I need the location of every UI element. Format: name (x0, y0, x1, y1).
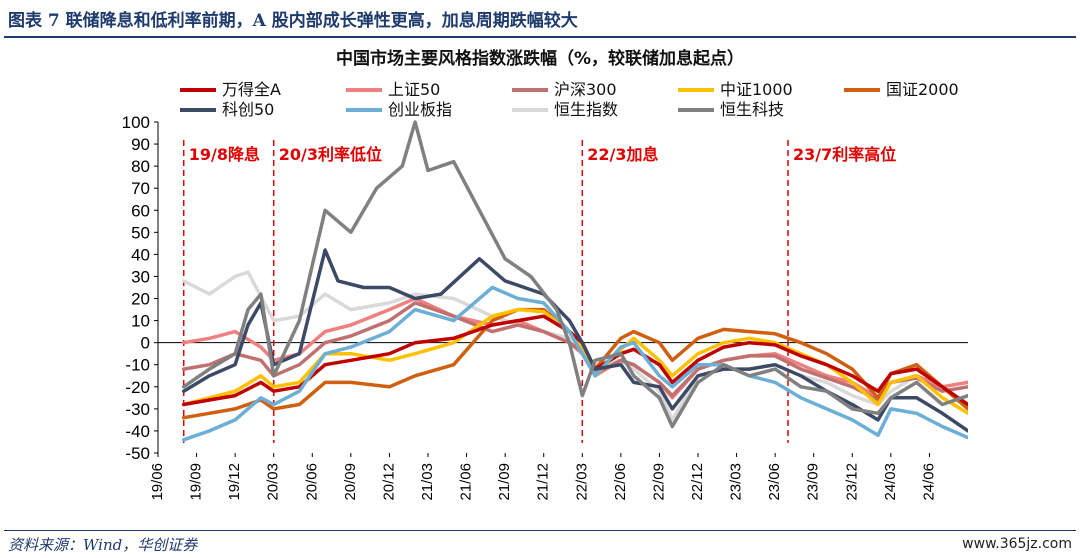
legend-label: 沪深300 (554, 80, 617, 99)
legend-swatch (512, 108, 548, 112)
figure-caption: 图表 7 联储降息和低利率前期，A 股内部成长弹性更高，加息周期跌幅较大 (8, 11, 578, 31)
x-tick-label: 22/12 (689, 463, 706, 501)
x-tick-label: 21/06 (458, 463, 475, 501)
y-tick-label: -40 (125, 422, 150, 441)
y-tick-label: 0 (141, 334, 150, 353)
legend-swatch (844, 88, 880, 92)
x-tick-label: 21/03 (419, 463, 436, 501)
source-note: 资料来源：Wind，华创证券 (8, 536, 198, 554)
event-label: 19/8降息 (189, 145, 260, 164)
legend-swatch (346, 88, 382, 92)
x-tick-label: 24/06 (920, 463, 937, 501)
y-tick-label: 30 (131, 267, 150, 286)
x-tick-label: 23/03 (728, 463, 745, 501)
x-tick-label: 19/12 (226, 463, 243, 501)
x-tick-label: 23/06 (766, 463, 783, 501)
legend-label: 国证2000 (886, 80, 959, 99)
y-tick-label: 100 (122, 113, 150, 132)
x-tick-label: 19/06 (149, 463, 166, 501)
x-tick-label: 22/06 (612, 463, 629, 501)
site-mark: www.365jz.com (962, 536, 1072, 552)
chart-title: 中国市场主要风格指数涨跌幅（%，较联储加息起点） (335, 49, 745, 69)
series-line-hstech (181, 120, 968, 429)
header-rule (4, 36, 1076, 38)
x-tick-label: 22/09 (650, 463, 667, 501)
x-tick-label: 22/03 (573, 463, 590, 501)
legend-swatch (678, 88, 714, 92)
x-tick-label: 20/09 (342, 463, 359, 501)
y-tick-label: 20 (131, 290, 150, 309)
legend-swatch (180, 88, 216, 92)
legend-swatch (678, 108, 714, 112)
y-tick-label: 90 (131, 135, 150, 154)
y-tick-label: 70 (131, 179, 150, 198)
y-tick-label: 40 (131, 245, 150, 264)
legend-label: 中证1000 (720, 80, 793, 99)
legend-label: 万得全A (222, 80, 281, 99)
x-tick-label: 19/09 (188, 463, 205, 501)
legend-swatch (346, 108, 382, 112)
legend-swatch (180, 108, 216, 112)
legend-label: 创业板指 (388, 100, 453, 119)
figure-header: 图表 7 联储降息和低利率前期，A 股内部成长弹性更高，加息周期跌幅较大 (0, 0, 1080, 40)
legend-label: 恒生指数 (554, 100, 619, 119)
y-tick-label: -20 (125, 378, 150, 397)
x-tick-label: 24/03 (882, 463, 899, 501)
footer-rule (4, 530, 1076, 531)
y-tick-label: 60 (131, 201, 150, 220)
x-tick-label: 20/12 (380, 463, 397, 501)
legend-label: 科创50 (222, 100, 275, 119)
x-tick-label: 21/09 (496, 463, 513, 501)
event-label: 23/7利率高位 (793, 145, 896, 164)
legend-label: 上证50 (388, 80, 441, 99)
x-tick-label: 20/06 (303, 463, 320, 501)
x-tick-label: 23/12 (843, 463, 860, 501)
y-tick-label: -50 (125, 444, 150, 463)
series-line-cyb (181, 285, 968, 442)
y-tick-label: 80 (131, 157, 150, 176)
y-tick-label: 10 (131, 312, 150, 331)
y-tick-label: -30 (125, 400, 150, 419)
x-tick-label: 23/09 (805, 463, 822, 501)
chart-legend: 万得全A 上证50 沪深300 中证1000 国证2000 科创50 创业板指 … (180, 80, 980, 120)
x-tick-label: 21/12 (535, 463, 552, 501)
x-tick-label: 20/03 (265, 463, 282, 501)
y-tick-label: 50 (131, 223, 150, 242)
y-tick-label: -10 (125, 356, 150, 375)
legend-swatch (512, 88, 548, 92)
event-label: 22/3加息 (587, 145, 658, 164)
legend-label: 恒生科技 (720, 100, 785, 119)
event-label: 20/3利率低位 (279, 145, 382, 164)
